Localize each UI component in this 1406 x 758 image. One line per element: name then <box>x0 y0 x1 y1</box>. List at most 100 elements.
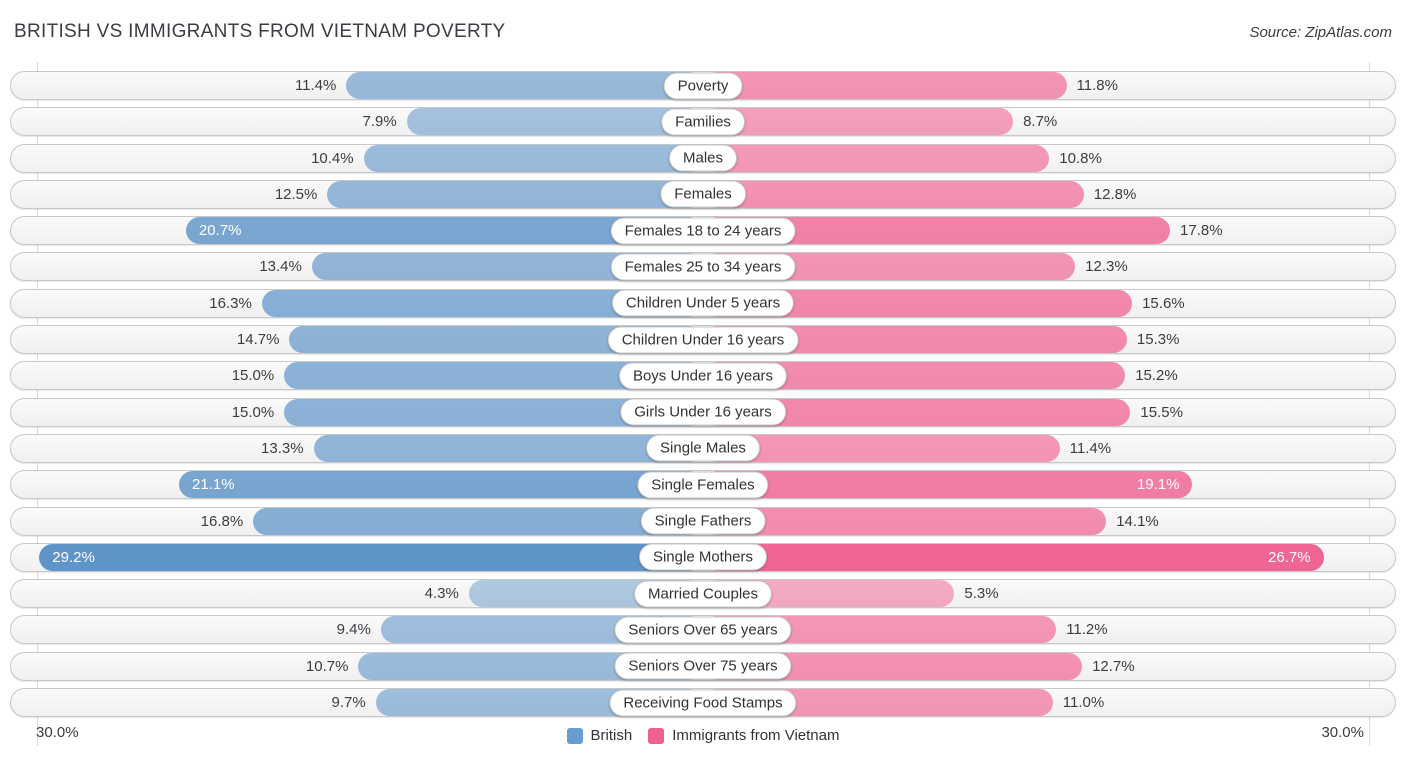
category-label: Families <box>661 108 745 136</box>
bar-british[interactable] <box>363 144 703 172</box>
chart-row: 14.7% 15.3% Children Under 16 years <box>10 325 1396 355</box>
left-axis-max-label: 30.0% <box>36 724 79 741</box>
category-label: Children Under 5 years <box>611 289 795 317</box>
category-label: Boys Under 16 years <box>618 362 788 390</box>
chart-row: 13.3% 11.4% Single Males <box>10 433 1396 463</box>
chart-row: 10.4% 10.8% Males <box>10 143 1396 173</box>
vietnam-value-label: 15.6% <box>1142 294 1185 312</box>
bar-immigrants-vietnam[interactable] <box>703 434 1060 462</box>
vietnam-value-label: 12.7% <box>1092 657 1135 675</box>
category-label: Girls Under 16 years <box>620 398 786 426</box>
bar-british[interactable] <box>179 471 703 499</box>
bar-immigrants-vietnam[interactable] <box>703 180 1084 208</box>
vietnam-value-label: 15.5% <box>1140 403 1183 421</box>
chart-row: 15.0% 15.5% Girls Under 16 years <box>10 397 1396 427</box>
bar-immigrants-vietnam[interactable] <box>703 471 1193 499</box>
british-value-label: 15.0% <box>231 367 275 385</box>
category-label: Females 25 to 34 years <box>610 253 796 281</box>
british-value-label: 14.7% <box>236 331 280 349</box>
vietnam-value-label: 12.3% <box>1085 258 1128 276</box>
vietnam-value-label: 11.8% <box>1076 77 1118 94</box>
category-label: Married Couples <box>633 580 773 608</box>
bar-immigrants-vietnam[interactable] <box>703 507 1107 535</box>
vietnam-value-label: 26.7% <box>1268 548 1311 566</box>
vietnam-value-label: 11.0% <box>1062 694 1105 712</box>
bar-british[interactable] <box>313 434 703 462</box>
british-value-label: 13.4% <box>259 258 302 276</box>
chart-row: 12.5% 12.8% Females <box>10 179 1396 209</box>
bar-british[interactable] <box>346 72 703 99</box>
category-label: Seniors Over 65 years <box>614 616 792 644</box>
legend-item-british[interactable]: British <box>566 727 633 744</box>
legend-item-vietnam[interactable]: Immigrants from Vietnam <box>648 727 839 744</box>
category-label: Children Under 16 years <box>607 326 799 354</box>
british-value-label: 4.3% <box>424 585 459 603</box>
right-axis-max-label: 30.0% <box>1321 724 1364 741</box>
bar-british[interactable] <box>39 543 703 571</box>
chart-rows: 11.4% 11.8% Poverty 7.9% 8.7% Families 10.4% 10… <box>10 71 1396 724</box>
british-value-label: 11.4% <box>294 77 337 94</box>
chart-row: 13.4% 12.3% Females 25 to 34 years <box>10 252 1396 282</box>
category-label: Males <box>668 144 738 172</box>
british-value-label: 15.0% <box>231 403 275 421</box>
british-value-label: 10.7% <box>305 657 349 675</box>
vietnam-value-label: 14.1% <box>1116 512 1159 530</box>
vietnam-value-label: 5.3% <box>964 585 999 603</box>
vietnam-value-label: 15.2% <box>1135 367 1178 385</box>
category-label: Females <box>660 180 746 208</box>
british-value-label: 21.1% <box>192 476 235 494</box>
category-label: Single Males <box>646 434 760 462</box>
category-label: Females 18 to 24 years <box>610 217 796 245</box>
bar-immigrants-vietnam[interactable] <box>703 108 1014 136</box>
chart-row: 20.7% 17.8% Females 18 to 24 years <box>10 216 1396 246</box>
chart-row: 15.0% 15.2% Boys Under 16 years <box>10 361 1396 391</box>
british-value-label: 12.5% <box>274 185 318 203</box>
legend-label: Immigrants from Vietnam <box>672 727 840 744</box>
category-label: Single Fathers <box>640 507 766 535</box>
vietnam-value-label: 19.1% <box>1136 476 1180 494</box>
british-value-label: 16.3% <box>209 294 252 312</box>
british-value-label: 13.3% <box>261 439 304 457</box>
category-label: Receiving Food Stamps <box>609 689 797 717</box>
chart-row: 16.8% 14.1% Single Fathers <box>10 506 1396 536</box>
chart-row: 16.3% 15.6% Children Under 5 years <box>10 288 1396 318</box>
category-label: Single Females <box>637 471 769 499</box>
bar-british[interactable] <box>327 180 703 208</box>
vietnam-value-label: 8.7% <box>1023 113 1058 131</box>
legend-label: British <box>590 727 633 744</box>
chart-row: 4.3% 5.3% Married Couples <box>10 579 1396 609</box>
bar-immigrants-vietnam[interactable] <box>703 144 1050 172</box>
bar-immigrants-vietnam[interactable] <box>703 543 1324 571</box>
category-label: Poverty <box>663 72 743 99</box>
bar-british[interactable] <box>253 507 703 535</box>
chart-row: 10.7% 12.7% Seniors Over 75 years <box>10 651 1396 681</box>
chart-row: 7.9% 8.7% Families <box>10 107 1396 137</box>
british-value-label: 20.7% <box>198 222 242 240</box>
legend: British Immigrants from Vietnam <box>0 727 1406 744</box>
vietnam-value-label: 11.2% <box>1066 621 1108 639</box>
vietnam-value-label: 12.8% <box>1093 185 1137 203</box>
chart-row: 9.4% 11.2% Seniors Over 65 years <box>10 615 1396 645</box>
vietnam-value-label: 15.3% <box>1136 331 1180 349</box>
vietnam-value-label: 17.8% <box>1180 222 1223 240</box>
vietnam-color-swatch <box>648 727 665 744</box>
category-label: Single Mothers <box>638 543 768 571</box>
bar-british[interactable] <box>406 108 703 136</box>
british-value-label: 7.9% <box>362 113 397 131</box>
bar-immigrants-vietnam[interactable] <box>703 72 1067 99</box>
vietnam-value-label: 10.8% <box>1059 149 1102 167</box>
chart-row: 9.7% 11.0% Receiving Food Stamps <box>10 688 1396 718</box>
british-value-label: 9.4% <box>336 621 371 639</box>
source-attribution: Source: ZipAtlas.com <box>1249 24 1392 41</box>
chart-row: 11.4% 11.8% Poverty <box>10 71 1396 100</box>
chart-row: 21.1% 19.1% Single Females <box>10 470 1396 500</box>
chart-title: BRITISH VS IMMIGRANTS FROM VIETNAM POVER… <box>14 21 506 42</box>
british-value-label: 29.2% <box>52 548 95 566</box>
vietnam-value-label: 11.4% <box>1069 439 1112 457</box>
british-value-label: 10.4% <box>311 149 354 167</box>
category-label: Seniors Over 75 years <box>614 652 792 680</box>
british-color-swatch <box>566 727 583 744</box>
chart-row: 29.2% 26.7% Single Mothers <box>10 542 1396 572</box>
british-value-label: 9.7% <box>331 694 366 712</box>
